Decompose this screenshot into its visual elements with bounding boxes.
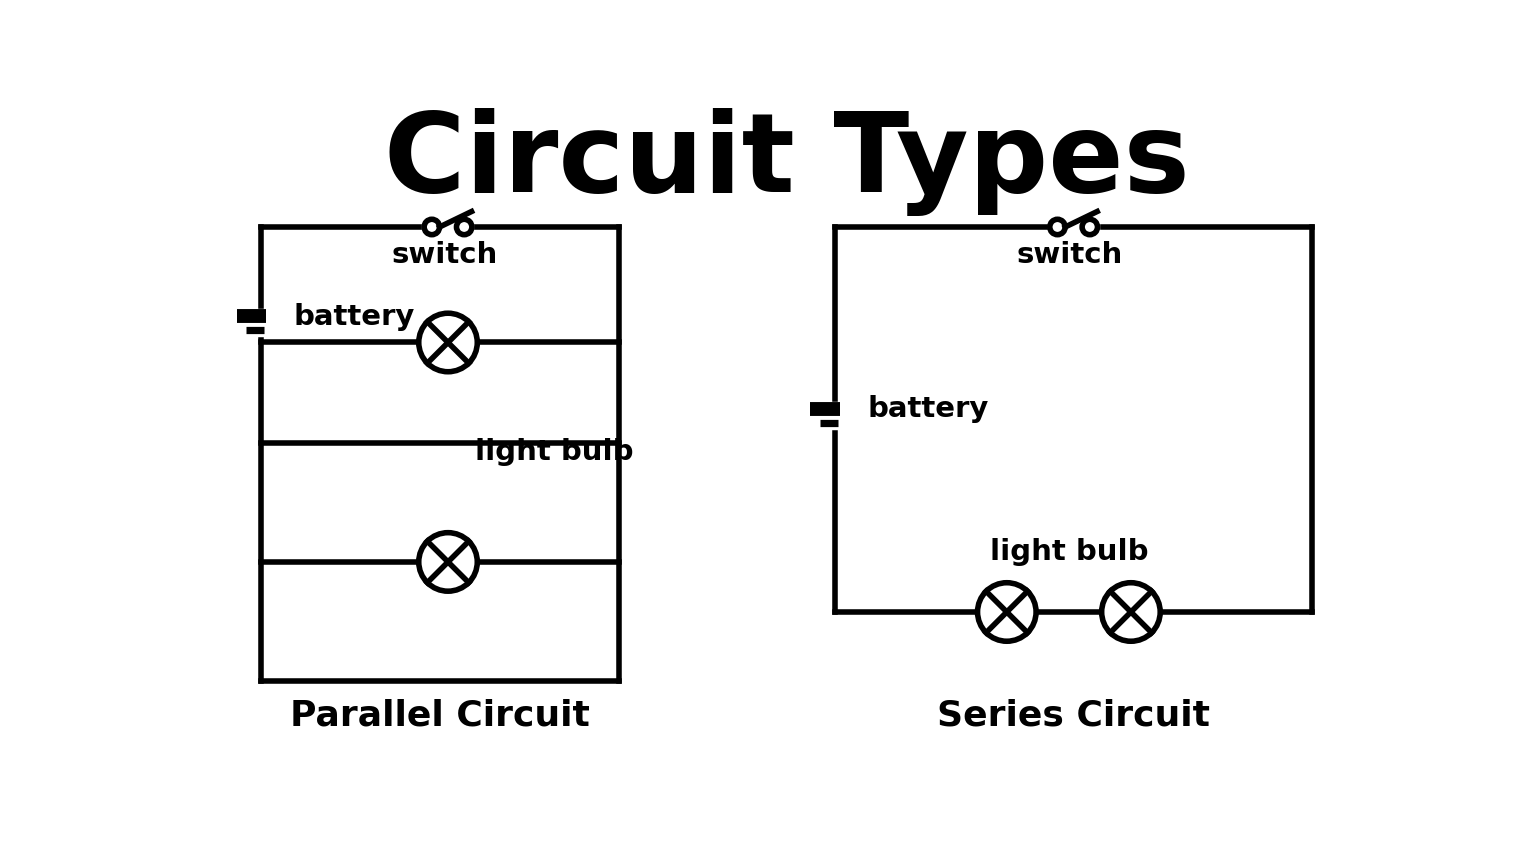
Text: battery: battery bbox=[293, 303, 415, 331]
Circle shape bbox=[977, 583, 1037, 642]
Text: light bulb: light bulb bbox=[989, 538, 1147, 566]
Circle shape bbox=[456, 219, 472, 234]
Circle shape bbox=[424, 219, 439, 234]
Circle shape bbox=[1049, 219, 1064, 234]
Text: Circuit Types: Circuit Types bbox=[384, 107, 1190, 216]
Text: battery: battery bbox=[868, 395, 989, 423]
Text: Parallel Circuit: Parallel Circuit bbox=[290, 699, 590, 732]
Circle shape bbox=[1081, 219, 1098, 234]
Text: Series Circuit: Series Circuit bbox=[937, 699, 1210, 732]
Circle shape bbox=[419, 532, 478, 591]
Text: switch: switch bbox=[392, 241, 498, 269]
Text: switch: switch bbox=[1017, 241, 1123, 269]
Circle shape bbox=[1101, 583, 1160, 642]
Text: light bulb: light bulb bbox=[475, 438, 633, 466]
Circle shape bbox=[419, 314, 478, 371]
